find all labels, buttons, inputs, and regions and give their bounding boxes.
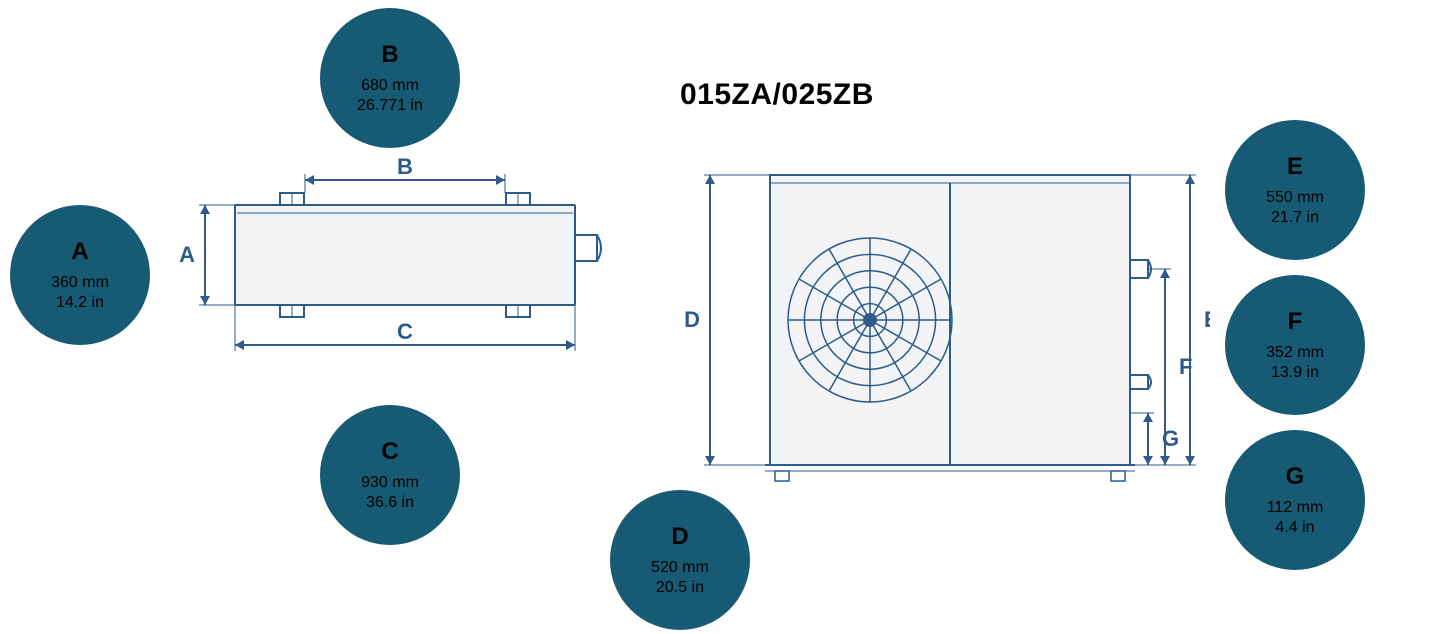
- callout-E: E 550 mm 21.7 in: [1225, 120, 1365, 260]
- callout-D-in: 20.5 in: [656, 578, 704, 598]
- callout-A: A 360 mm 14.2 in: [10, 205, 150, 345]
- callout-G-mm: 112 mm: [1267, 498, 1324, 518]
- front-view-group: D EF G: [684, 175, 1210, 481]
- callout-D-mm: 520 mm: [651, 558, 709, 578]
- callout-G-letter: G: [1286, 462, 1305, 492]
- callout-G-in: 4.4 in: [1275, 518, 1314, 538]
- callout-E-letter: E: [1287, 152, 1303, 182]
- callout-E-in: 21.7 in: [1271, 208, 1319, 228]
- callout-A-letter: A: [71, 237, 88, 267]
- callout-G: G 112 mm 4.4 in: [1225, 430, 1365, 570]
- callout-D: D 520 mm 20.5 in: [610, 490, 750, 630]
- callout-F-in: 13.9 in: [1271, 363, 1319, 383]
- callout-F-letter: F: [1288, 307, 1303, 337]
- svg-text:F: F: [1179, 354, 1192, 379]
- callout-C: C 930 mm 36.6 in: [320, 405, 460, 545]
- callout-F-mm: 352 mm: [1266, 343, 1324, 363]
- callout-B-letter: B: [381, 40, 398, 70]
- svg-text:B: B: [397, 155, 413, 179]
- callout-C-mm: 930 mm: [361, 473, 419, 493]
- diagram-stage: 015ZA/025ZB ABC DEFG A 360 mm 14.2 in B …: [0, 0, 1434, 634]
- callout-E-mm: 550 mm: [1266, 188, 1324, 208]
- callout-C-letter: C: [381, 437, 398, 467]
- svg-text:D: D: [684, 307, 700, 332]
- svg-text:E: E: [1204, 307, 1210, 332]
- callout-A-mm: 360 mm: [51, 273, 109, 293]
- callout-B-mm: 680 mm: [361, 76, 419, 96]
- callout-D-letter: D: [671, 522, 688, 552]
- svg-text:G: G: [1162, 426, 1179, 451]
- svg-text:A: A: [179, 242, 195, 267]
- callout-B-in: 26.771 in: [357, 96, 423, 116]
- front-view-schematic: D EF G: [670, 165, 1210, 495]
- callout-B: B 680 mm 26.771 in: [320, 8, 460, 148]
- top-view-schematic: A B C: [175, 155, 615, 385]
- callout-A-in: 14.2 in: [56, 293, 104, 313]
- callout-C-in: 36.6 in: [366, 493, 414, 513]
- model-label: 015ZA/025ZB: [680, 78, 874, 112]
- top-view-group: A B C: [179, 155, 601, 351]
- svg-text:C: C: [397, 319, 413, 344]
- callout-F: F 352 mm 13.9 in: [1225, 275, 1365, 415]
